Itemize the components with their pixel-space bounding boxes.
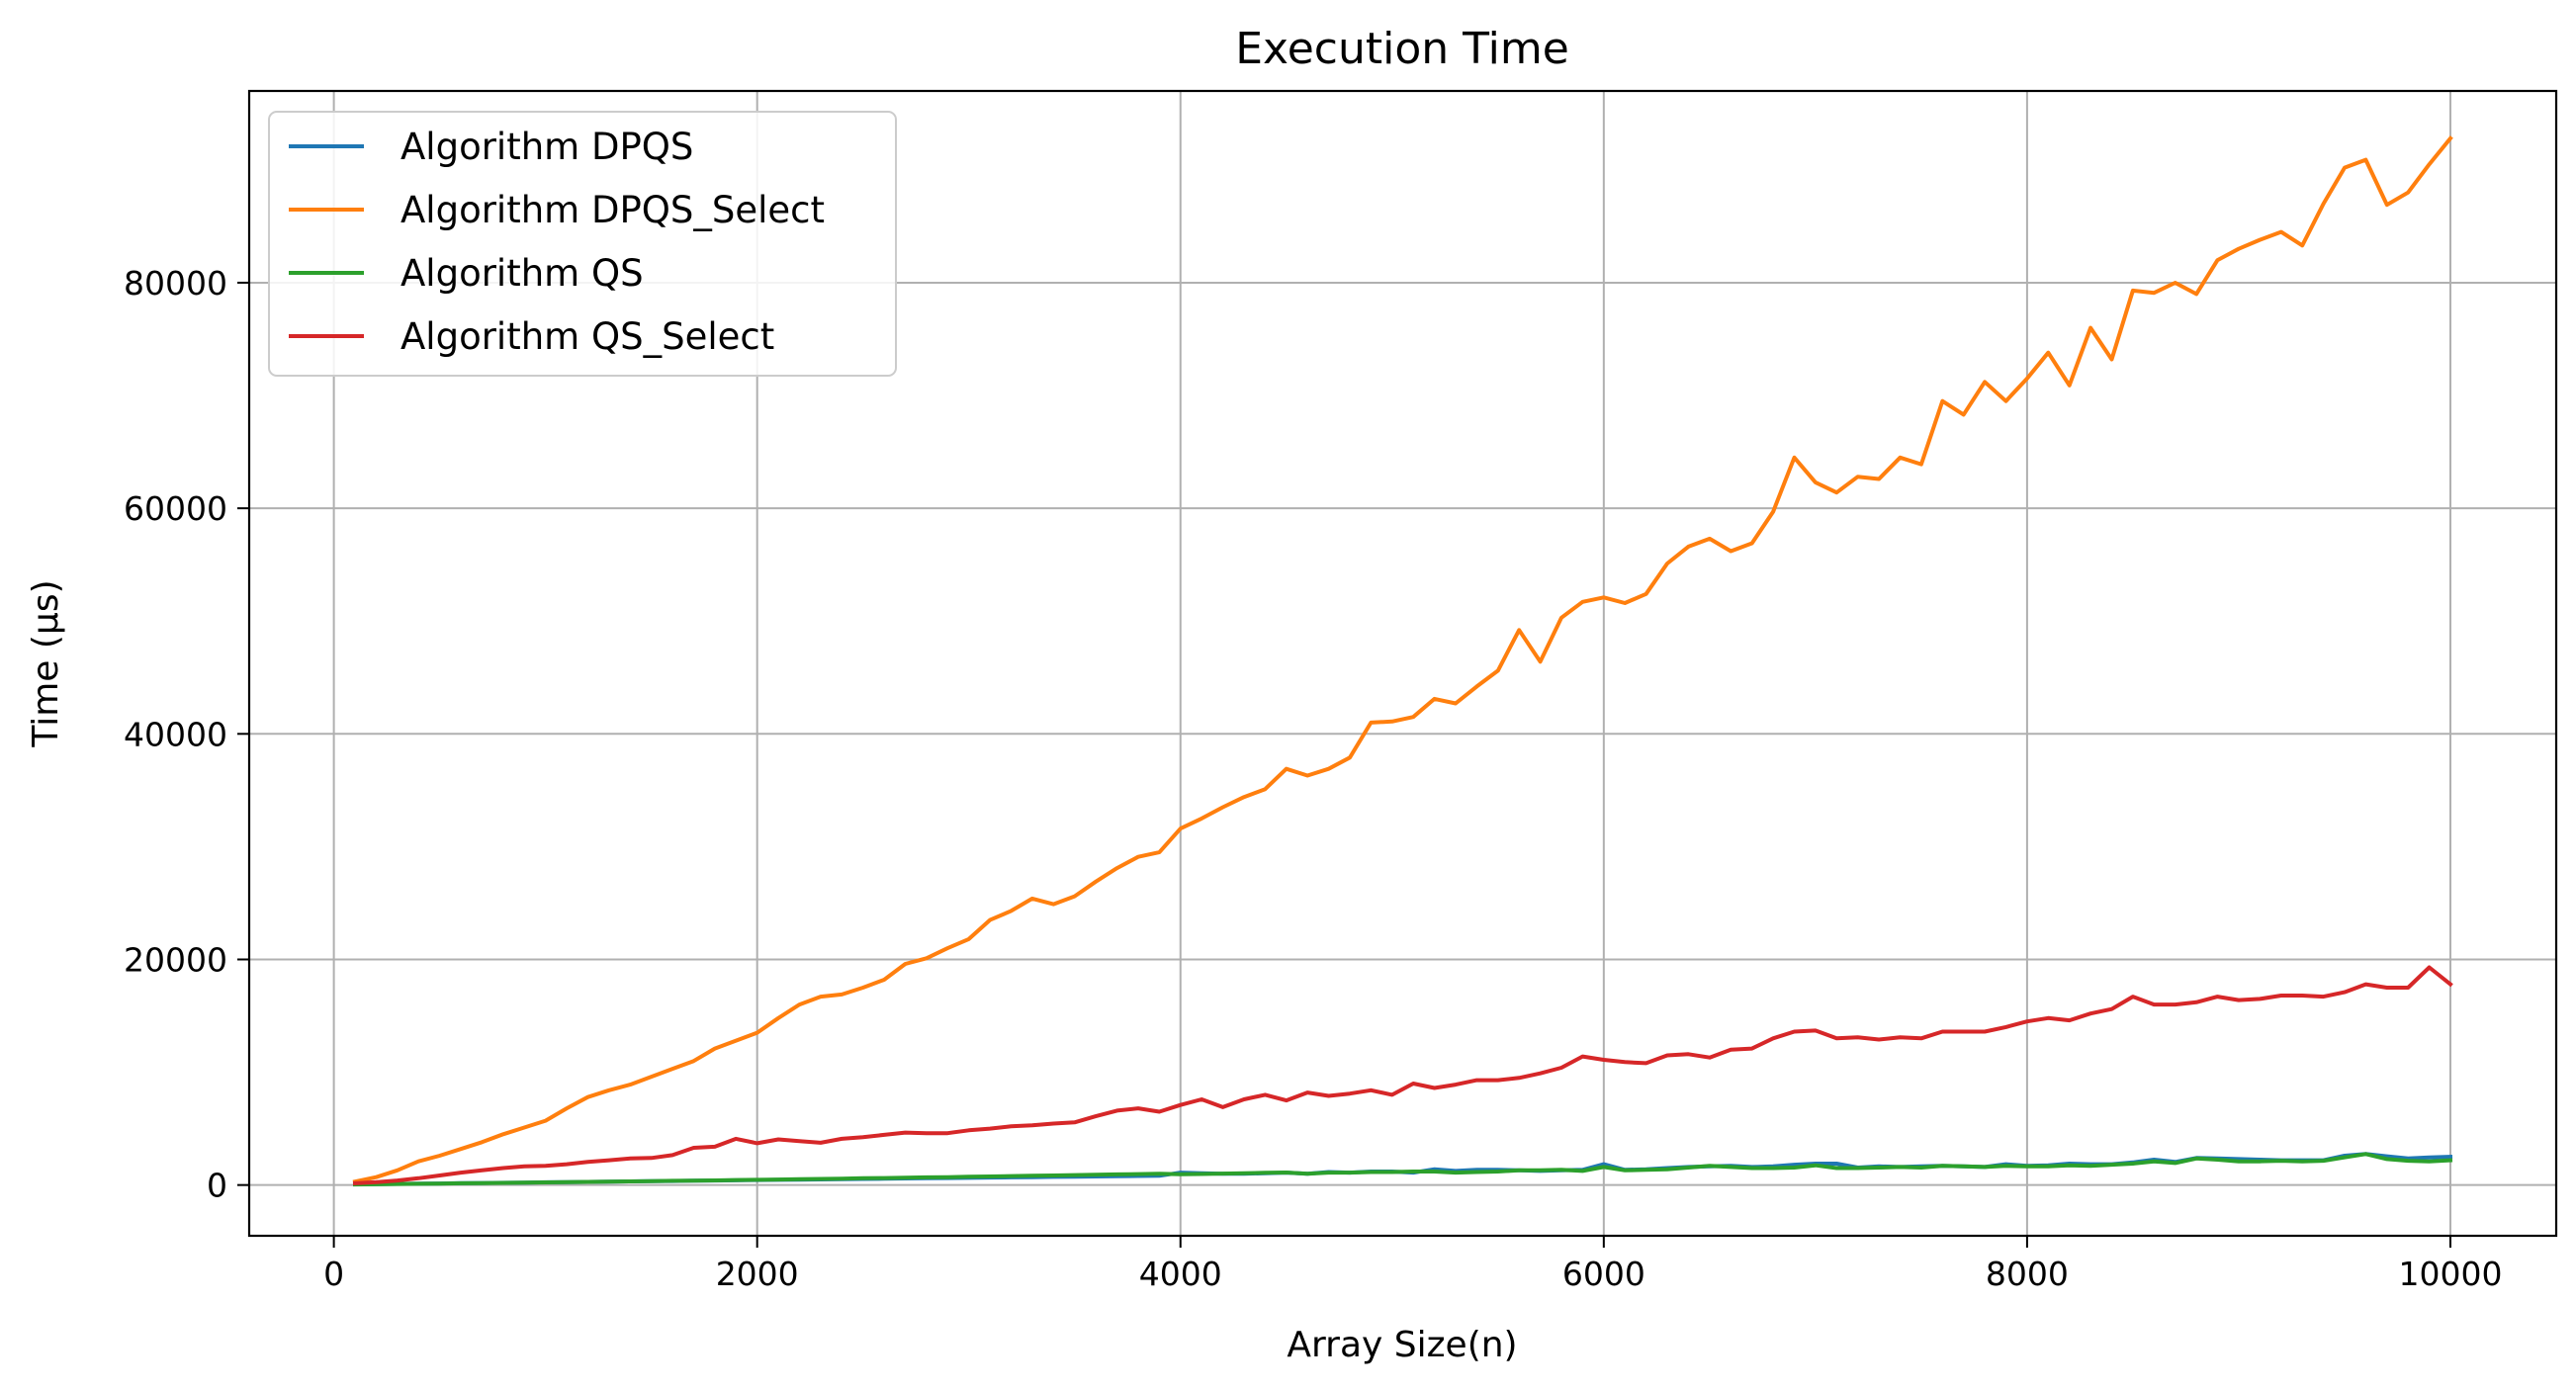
- x-tick-label: 8000: [1986, 1255, 2069, 1293]
- series-line-algorithm-qs-select: [352, 965, 2453, 1186]
- legend-label: Algorithm DPQS: [400, 126, 693, 168]
- series-layer: [352, 135, 2453, 1187]
- x-tick-label: 2000: [716, 1255, 799, 1293]
- y-tick-label: 20000: [124, 940, 227, 979]
- series-line-algorithm-qs: [352, 1152, 2453, 1187]
- series-line-algorithm-dpqs-select: [352, 135, 2453, 1184]
- y-tick-label: 60000: [124, 489, 227, 528]
- x-tick-label: 0: [323, 1255, 344, 1293]
- legend-label: Algorithm DPQS_Select: [400, 189, 825, 231]
- x-axis-label: Array Size(n): [1287, 1325, 1517, 1365]
- y-tick-label: 40000: [124, 715, 227, 753]
- y-tick-label: 80000: [124, 264, 227, 303]
- legend-label: Algorithm QS_Select: [400, 315, 774, 358]
- chart-title: Execution Time: [1235, 24, 1569, 74]
- x-tick-label: 6000: [1562, 1255, 1645, 1293]
- x-axis-ticks: 0 2000 4000 6000 8000 10000: [323, 1236, 2502, 1293]
- legend-label: Algorithm QS: [400, 252, 644, 295]
- x-tick-label: 4000: [1139, 1255, 1222, 1293]
- y-axis-ticks: 0 20000 40000 60000 80000: [124, 264, 249, 1205]
- y-axis-label: Time (µs): [26, 579, 66, 747]
- legend: Algorithm DPQS Algorithm DPQS_Select Algor…: [268, 111, 897, 377]
- plot-frame: [247, 89, 2558, 1238]
- legend-box: [268, 111, 897, 377]
- x-tick-label: 10000: [2398, 1255, 2502, 1293]
- y-tick-label: 0: [207, 1167, 227, 1205]
